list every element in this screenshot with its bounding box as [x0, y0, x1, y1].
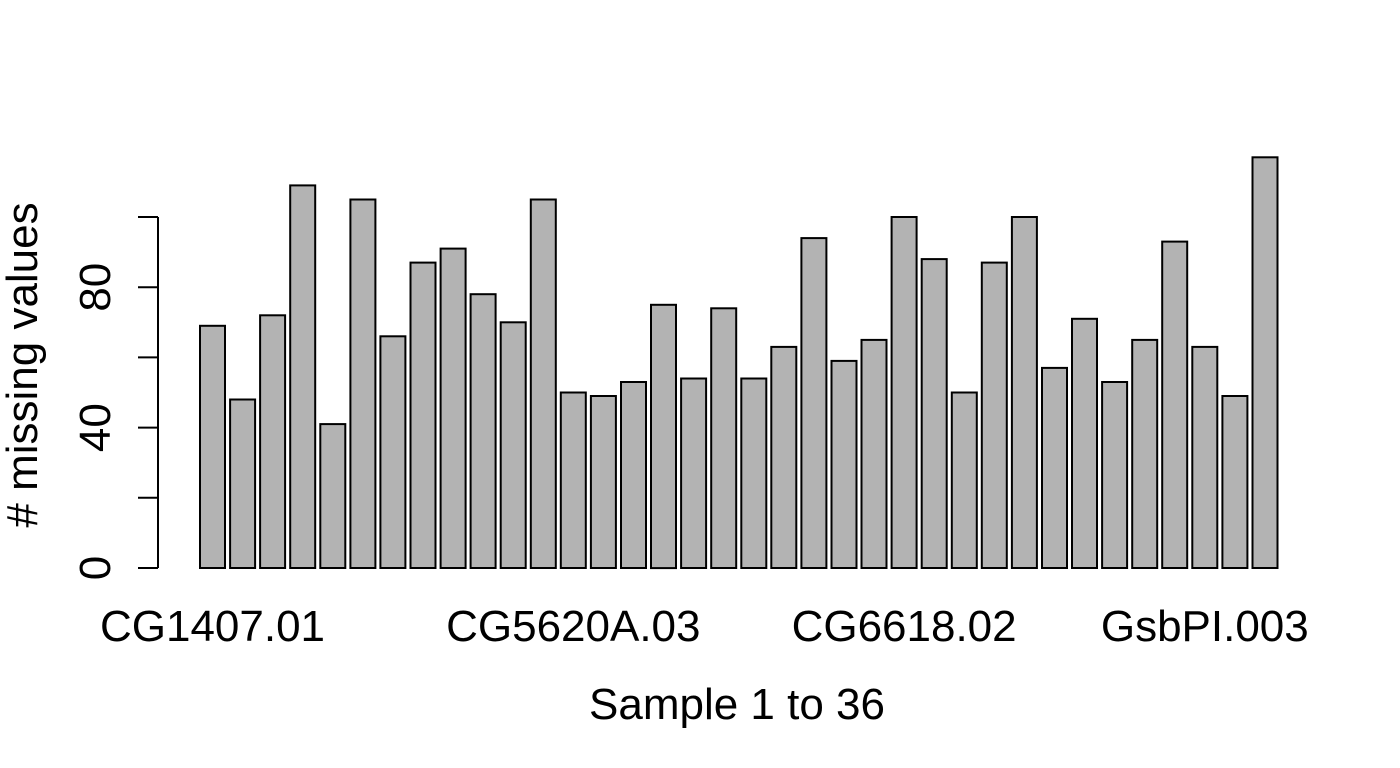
bars-group — [199, 156, 1279, 570]
bar-28 — [1010, 216, 1038, 569]
bar-4 — [289, 184, 317, 569]
bar-21 — [800, 237, 828, 569]
bar-11 — [499, 321, 527, 569]
bar-6 — [349, 198, 377, 569]
bar-3 — [259, 314, 287, 569]
bar-30 — [1071, 317, 1098, 569]
bar-22 — [830, 359, 858, 569]
bar-36 — [1251, 156, 1279, 570]
bar-19 — [740, 377, 768, 569]
bar-14 — [589, 395, 617, 569]
bar-23 — [860, 338, 888, 569]
bar-17 — [680, 377, 708, 569]
x-category-label-1: CG1407.01 — [100, 602, 325, 651]
x-category-label-24: CG6618.02 — [792, 602, 1017, 651]
bar-2 — [229, 398, 257, 569]
bar-34 — [1191, 345, 1219, 569]
bar-20 — [770, 345, 798, 569]
x-category-label-13: CG5620A.03 — [446, 602, 700, 651]
y-tick-label-80: 80 — [71, 263, 120, 312]
bar-15 — [620, 381, 647, 569]
y-axis: 0 40 80 — [71, 216, 159, 580]
bar-29 — [1041, 366, 1068, 569]
bar-8 — [409, 261, 437, 569]
bar-12 — [529, 198, 557, 569]
bar-7 — [379, 335, 407, 569]
bar-31 — [1101, 381, 1129, 569]
bar-16 — [650, 303, 677, 570]
bar-13 — [559, 391, 587, 569]
bar-35 — [1221, 395, 1249, 569]
bar-9 — [439, 247, 467, 569]
bar-33 — [1161, 240, 1189, 569]
bar-5 — [319, 423, 347, 569]
bar-32 — [1131, 338, 1159, 569]
x-category-label-34: GsbPI.003 — [1101, 602, 1309, 651]
bar-1 — [199, 324, 226, 569]
bar-18 — [710, 307, 738, 569]
bar-27 — [980, 261, 1008, 569]
x-category-labels: CG1407.01 CG5620A.03 CG6618.02 GsbPI.003 — [100, 602, 1309, 651]
x-axis-label: Sample 1 to 36 — [589, 680, 885, 729]
y-tick-label-0: 0 — [71, 556, 120, 580]
y-tick-label-40: 40 — [71, 403, 120, 452]
y-axis-label: # missing values — [0, 202, 47, 527]
bar-26 — [950, 391, 978, 569]
bar-24 — [890, 216, 918, 569]
bar-10 — [469, 293, 497, 569]
bar-25 — [920, 258, 948, 569]
